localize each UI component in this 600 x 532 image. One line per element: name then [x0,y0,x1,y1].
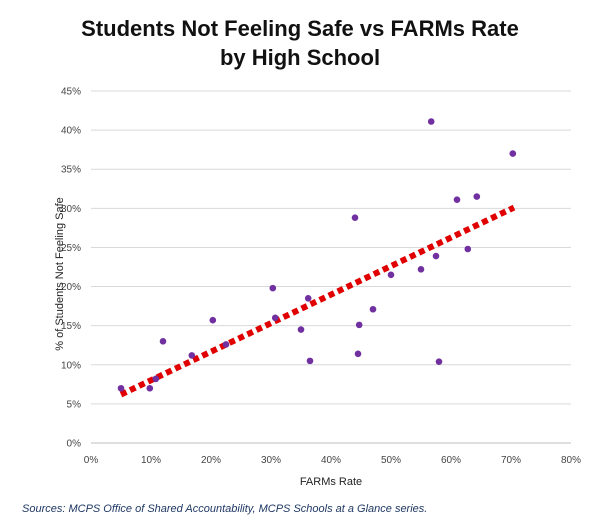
data-point [417,266,425,273]
y-axis-ticks: 0% 5% 10% 15% 20% 25% 30% 35% 40% 45% [61,87,81,450]
y-tick-label: 10% [61,360,81,371]
trendline [119,204,516,398]
data-point [453,196,461,204]
data-point [297,326,305,333]
x-tick-label: 40% [321,455,341,466]
x-tick-label: 10% [141,455,161,466]
x-tick-label: 50% [381,455,401,466]
x-tick-label: 70% [501,455,521,466]
y-tick-label: 25% [61,243,81,254]
chart-title-line-1: Students Not Feeling Safe vs FARMs Rate [81,16,519,41]
data-point [304,294,312,302]
x-tick-label: 20% [201,455,221,466]
x-axis-label: FARMs Rate [300,476,362,488]
x-tick-label: 0% [84,455,99,466]
data-point [117,384,125,392]
y-tick-label: 35% [61,165,81,176]
trendline-group [119,204,516,398]
data-point [432,252,440,260]
chart-title: Students Not Feeling Safe vs FARMs Rate … [0,14,600,72]
data-point [509,150,517,157]
x-axis-ticks: 0% 10% 20% 30% 40% 50% 60% 70% 80% [84,455,581,466]
x-tick-label: 30% [261,455,281,466]
data-point [464,245,472,253]
y-tick-label: 15% [61,321,81,332]
data-point [427,118,435,125]
data-point [473,193,481,200]
y-tick-label: 30% [61,204,81,215]
data-point [355,321,363,329]
data-point [351,214,359,222]
y-tick-label: 5% [67,399,82,410]
chart-title-line-2: by High School [219,45,381,70]
source-note: Sources: MCPS Office of Shared Accountab… [22,503,428,515]
data-point [269,284,277,292]
data-point [354,350,362,358]
y-axis-label: % of Students Not Feeling Safe [54,197,66,350]
data-point [209,316,217,324]
y-tick-label: 20% [61,282,81,293]
data-point [387,271,395,279]
x-tick-label: 60% [441,455,461,466]
gridlines [91,90,571,444]
y-tick-label: 45% [61,87,81,98]
data-point [152,375,160,383]
x-tick-label: 80% [561,455,581,466]
data-point [222,341,230,348]
data-point [306,357,314,365]
data-point [369,305,377,313]
y-tick-label: 40% [61,126,81,137]
data-point [159,338,167,345]
data-point [146,384,154,392]
data-points [117,118,517,392]
y-tick-label: 0% [67,439,82,450]
data-point [188,352,196,359]
data-point [435,358,443,365]
data-point [271,314,279,322]
